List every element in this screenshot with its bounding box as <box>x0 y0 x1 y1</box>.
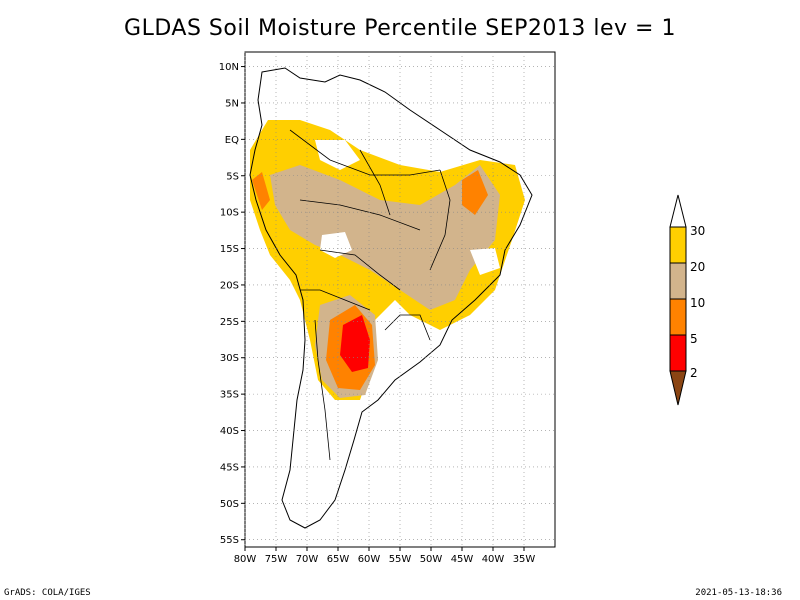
longitude-tick-label: 50W <box>420 554 443 565</box>
latitude-tick-label: 55S <box>220 535 239 546</box>
latitude-tick-label: 20S <box>220 280 239 291</box>
footer-credit: GrADS: COLA/IGES <box>4 588 91 598</box>
percentile-10-20-region <box>270 165 500 310</box>
latitude-axis: 10N 5N EQ 5S 10S 15S 20S 25S 30S 35S 40S 45S 50S 55S <box>219 62 245 546</box>
percentile-5-10-region-coast <box>252 172 270 210</box>
latitude-tick-label: 30S <box>220 353 239 364</box>
latitude-tick-label: 40S <box>220 426 239 437</box>
longitude-tick-label: 35W <box>513 554 536 565</box>
colorbar: 30 20 10 5 2 <box>669 194 705 406</box>
latitude-tick-label: EQ <box>225 135 239 146</box>
lat-lon-grid <box>244 52 555 547</box>
colorbar-5-10 <box>669 298 687 336</box>
latitude-tick-label: 5N <box>225 98 239 109</box>
latitude-tick-label: 15S <box>220 244 239 255</box>
latitude-tick-label: 50S <box>220 499 239 510</box>
colorbar-10-20 <box>669 262 687 300</box>
colorbar-label: 10 <box>690 296 705 310</box>
longitude-tick-label: 80W <box>234 554 257 565</box>
latitude-tick-label: 5S <box>226 171 239 182</box>
longitude-tick-label: 40W <box>482 554 505 565</box>
longitude-tick-label: 70W <box>296 554 319 565</box>
latitude-tick-label: 35S <box>220 390 239 401</box>
latitude-tick-label: 45S <box>220 462 239 473</box>
colorbar-20-30 <box>669 226 687 264</box>
south-america-coastline <box>249 67 533 529</box>
latitude-tick-label: 25S <box>220 317 239 328</box>
colorbar-label: 5 <box>690 332 698 346</box>
colorbar-label: 20 <box>690 260 705 274</box>
percentile-2-5-region <box>340 315 370 372</box>
latitude-tick-label: 10N <box>219 62 239 73</box>
soil-moisture-field <box>250 120 525 400</box>
longitude-tick-label: 75W <box>265 554 288 565</box>
country-borders <box>289 129 451 461</box>
colorbar-below-2 <box>669 370 687 406</box>
no-data-patch <box>315 140 360 170</box>
footer-timestamp: 2021-05-13-18:36 <box>695 588 782 598</box>
map-title: GLDAS Soil Moisture Percentile SEP2013 l… <box>124 16 676 41</box>
longitude-tick-label: 45W <box>451 554 474 565</box>
longitude-axis: 80W 75W 70W 65W 60W 55W 50W 45W 40W 35W <box>234 547 536 565</box>
no-data-patch <box>470 248 500 275</box>
colorbar-above-30 <box>669 194 687 228</box>
colorbar-2-5 <box>669 334 687 372</box>
longitude-tick-label: 55W <box>389 554 412 565</box>
longitude-tick-label: 60W <box>358 554 381 565</box>
latitude-tick-label: 10S <box>220 208 239 219</box>
percentile-5-10-region-ne <box>462 170 488 215</box>
colorbar-label: 2 <box>690 366 698 380</box>
longitude-tick-label: 65W <box>327 554 350 565</box>
colorbar-label: 30 <box>690 224 705 238</box>
